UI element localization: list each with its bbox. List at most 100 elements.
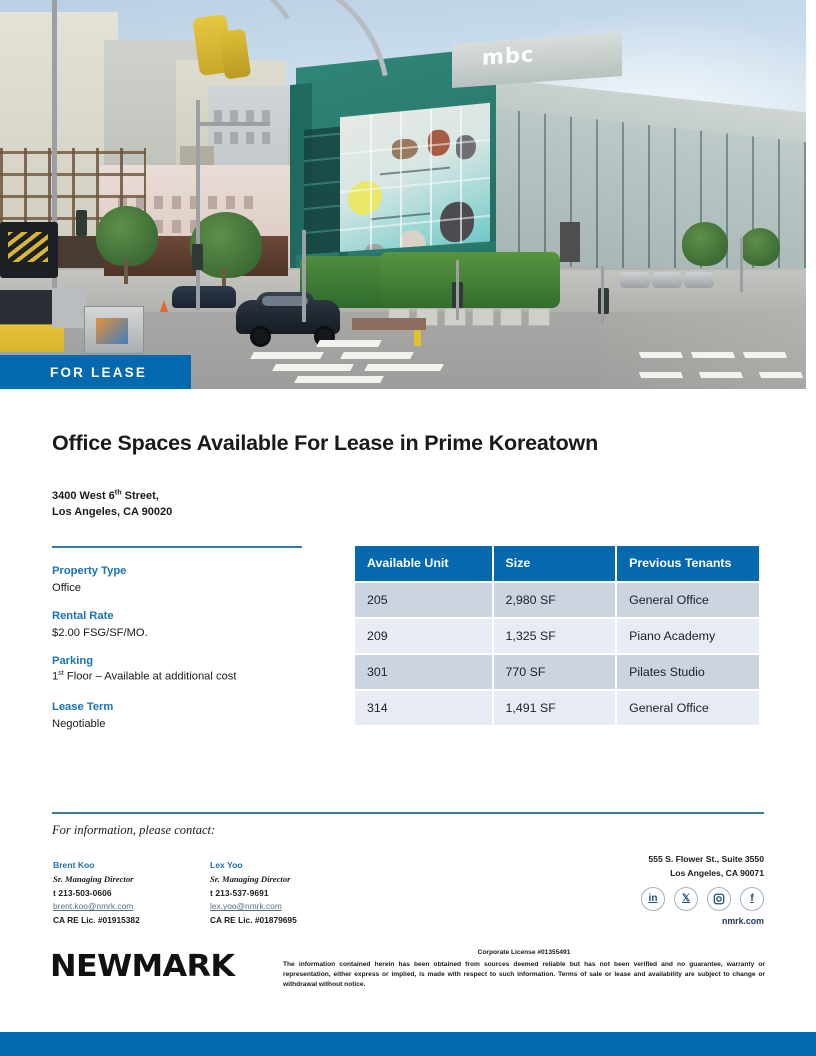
agent-license: CA RE Lic. #01879695 bbox=[210, 915, 297, 926]
detail-value: Negotiable bbox=[52, 718, 106, 731]
crosswalk-stripe bbox=[690, 352, 736, 358]
section-divider bbox=[52, 546, 302, 548]
crosswalk-stripe bbox=[250, 352, 324, 359]
parked-car bbox=[620, 272, 650, 288]
table-row: 301 770 SF Pilates Studio bbox=[355, 654, 759, 689]
cell-previous-tenant: Pilates Studio bbox=[617, 654, 759, 689]
social-links: in 𝕏 f bbox=[641, 887, 764, 911]
suv-wheel bbox=[250, 326, 271, 347]
agent-license: CA RE Lic. #01915382 bbox=[53, 915, 140, 926]
table-body: 205 2,980 SF General Office 209 1,325 SF… bbox=[355, 582, 759, 725]
window bbox=[246, 110, 254, 122]
table-row: 205 2,980 SF General Office bbox=[355, 582, 759, 617]
fire-hydrant bbox=[414, 330, 421, 346]
kiosk-poster bbox=[96, 318, 128, 344]
street-tree bbox=[740, 228, 780, 266]
window bbox=[208, 196, 217, 209]
street-tree bbox=[682, 222, 728, 266]
detail-label: Lease Term bbox=[52, 701, 114, 714]
crosswalk-stripe bbox=[364, 364, 444, 371]
agent-email-link[interactable]: lex.yoo@nmrk.com bbox=[210, 901, 282, 912]
detail-value: Office bbox=[52, 582, 82, 594]
detail-value: 1st Floor – Available at additional cost bbox=[52, 668, 237, 683]
crosswalk-stripe bbox=[316, 340, 382, 347]
agent-title: Sr. Managing Director bbox=[210, 873, 291, 884]
traffic-signal bbox=[76, 210, 87, 236]
facebook-icon[interactable]: f bbox=[740, 887, 764, 911]
column-header-size: Size bbox=[493, 546, 616, 581]
tree-trunk bbox=[222, 268, 226, 290]
signal-pole bbox=[196, 100, 200, 310]
window bbox=[262, 132, 270, 144]
planter-box bbox=[500, 308, 522, 326]
parked-car bbox=[684, 272, 714, 288]
signal-pole bbox=[302, 230, 306, 322]
column-header-previous-tenants: Previous Tenants bbox=[617, 546, 759, 581]
street-tree bbox=[96, 206, 158, 266]
address-line-2: Los Angeles, CA 90020 bbox=[52, 506, 173, 519]
disclaimer-text: The information contained herein has bee… bbox=[283, 961, 765, 989]
mural-stroke bbox=[380, 166, 450, 176]
detail-label: Property Type bbox=[52, 565, 127, 577]
cell-unit: 205 bbox=[355, 582, 492, 617]
crosswalk-stripe bbox=[294, 376, 384, 383]
curb-ramp bbox=[352, 318, 426, 330]
planter-box bbox=[528, 308, 550, 326]
signal-pole bbox=[456, 260, 459, 320]
cell-size: 1,325 SF bbox=[493, 618, 616, 653]
agent-phone: t 213-503-0606 bbox=[53, 887, 112, 898]
newmark-logo: NEWMARK bbox=[50, 949, 235, 984]
cell-unit: 209 bbox=[355, 618, 492, 653]
detail-rental-rate: Rental Rate $2.00 FSG/SF/MO. bbox=[52, 610, 332, 641]
window bbox=[190, 196, 199, 209]
agent-card-brent-koo: Brent Koo Sr. Managing Director t 213-50… bbox=[53, 859, 140, 928]
window bbox=[172, 196, 181, 209]
agent-name: Lex Yoo bbox=[210, 860, 243, 870]
detail-property-type: Property Type Office bbox=[52, 565, 332, 596]
agent-card-lex-yoo: Lex Yoo Sr. Managing Director t 213-537-… bbox=[210, 859, 297, 928]
table-row: 209 1,325 SF Piano Academy bbox=[355, 618, 759, 653]
crosswalk-stripe bbox=[340, 352, 414, 359]
mbc-building-sign: mbc bbox=[482, 42, 535, 70]
contact-intro: For information, please contact: bbox=[52, 823, 216, 837]
window bbox=[214, 110, 222, 122]
instagram-icon[interactable] bbox=[707, 887, 731, 911]
hq-line-2: Los Angeles, CA 90071 bbox=[670, 867, 764, 878]
property-details: Property Type Office Rental Rate $2.00 F… bbox=[52, 565, 332, 746]
window bbox=[154, 196, 163, 209]
mural-figure bbox=[456, 134, 476, 161]
light-pole bbox=[52, 0, 57, 300]
crosswalk-stripe bbox=[742, 352, 788, 358]
table-row: 314 1,491 SF General Office bbox=[355, 690, 759, 725]
corporate-license: Corporate License #01355491 bbox=[477, 949, 571, 956]
x-twitter-icon[interactable]: 𝕏 bbox=[674, 887, 698, 911]
window bbox=[246, 132, 254, 144]
detail-value: $2.00 FSG/SF/MO. bbox=[52, 627, 148, 640]
detail-label: Parking bbox=[52, 655, 94, 668]
website-url[interactable]: nmrk.com bbox=[721, 916, 764, 926]
bus-shelter-graphic bbox=[8, 232, 48, 262]
cell-size: 770 SF bbox=[493, 654, 616, 689]
hero-photo: mbc bbox=[0, 0, 806, 389]
crosswalk-stripe bbox=[272, 364, 354, 371]
signal-arm bbox=[200, 122, 270, 126]
agent-title: Sr. Managing Director bbox=[53, 873, 134, 884]
agent-phone: t 213-537-9691 bbox=[210, 887, 269, 898]
linkedin-icon[interactable]: in bbox=[641, 887, 665, 911]
crosswalk-stripe bbox=[638, 372, 684, 378]
cell-size: 1,491 SF bbox=[493, 690, 616, 725]
traffic-cone bbox=[160, 300, 168, 312]
instagram-glyph bbox=[713, 893, 725, 905]
agent-name: Brent Koo bbox=[53, 860, 95, 870]
cell-unit: 314 bbox=[355, 690, 492, 725]
window bbox=[230, 110, 238, 122]
traffic-signal bbox=[192, 244, 203, 270]
agent-email-link[interactable]: brent.koo@nmrk.com bbox=[53, 901, 134, 912]
parked-car bbox=[652, 272, 682, 288]
cell-unit: 301 bbox=[355, 654, 492, 689]
window bbox=[226, 196, 235, 209]
table-head: Available Unit Size Previous Tenants bbox=[355, 546, 759, 581]
parked-suv bbox=[172, 286, 236, 308]
window bbox=[154, 220, 163, 233]
hq-line-1: 555 S. Flower St., Suite 3550 bbox=[648, 854, 764, 864]
